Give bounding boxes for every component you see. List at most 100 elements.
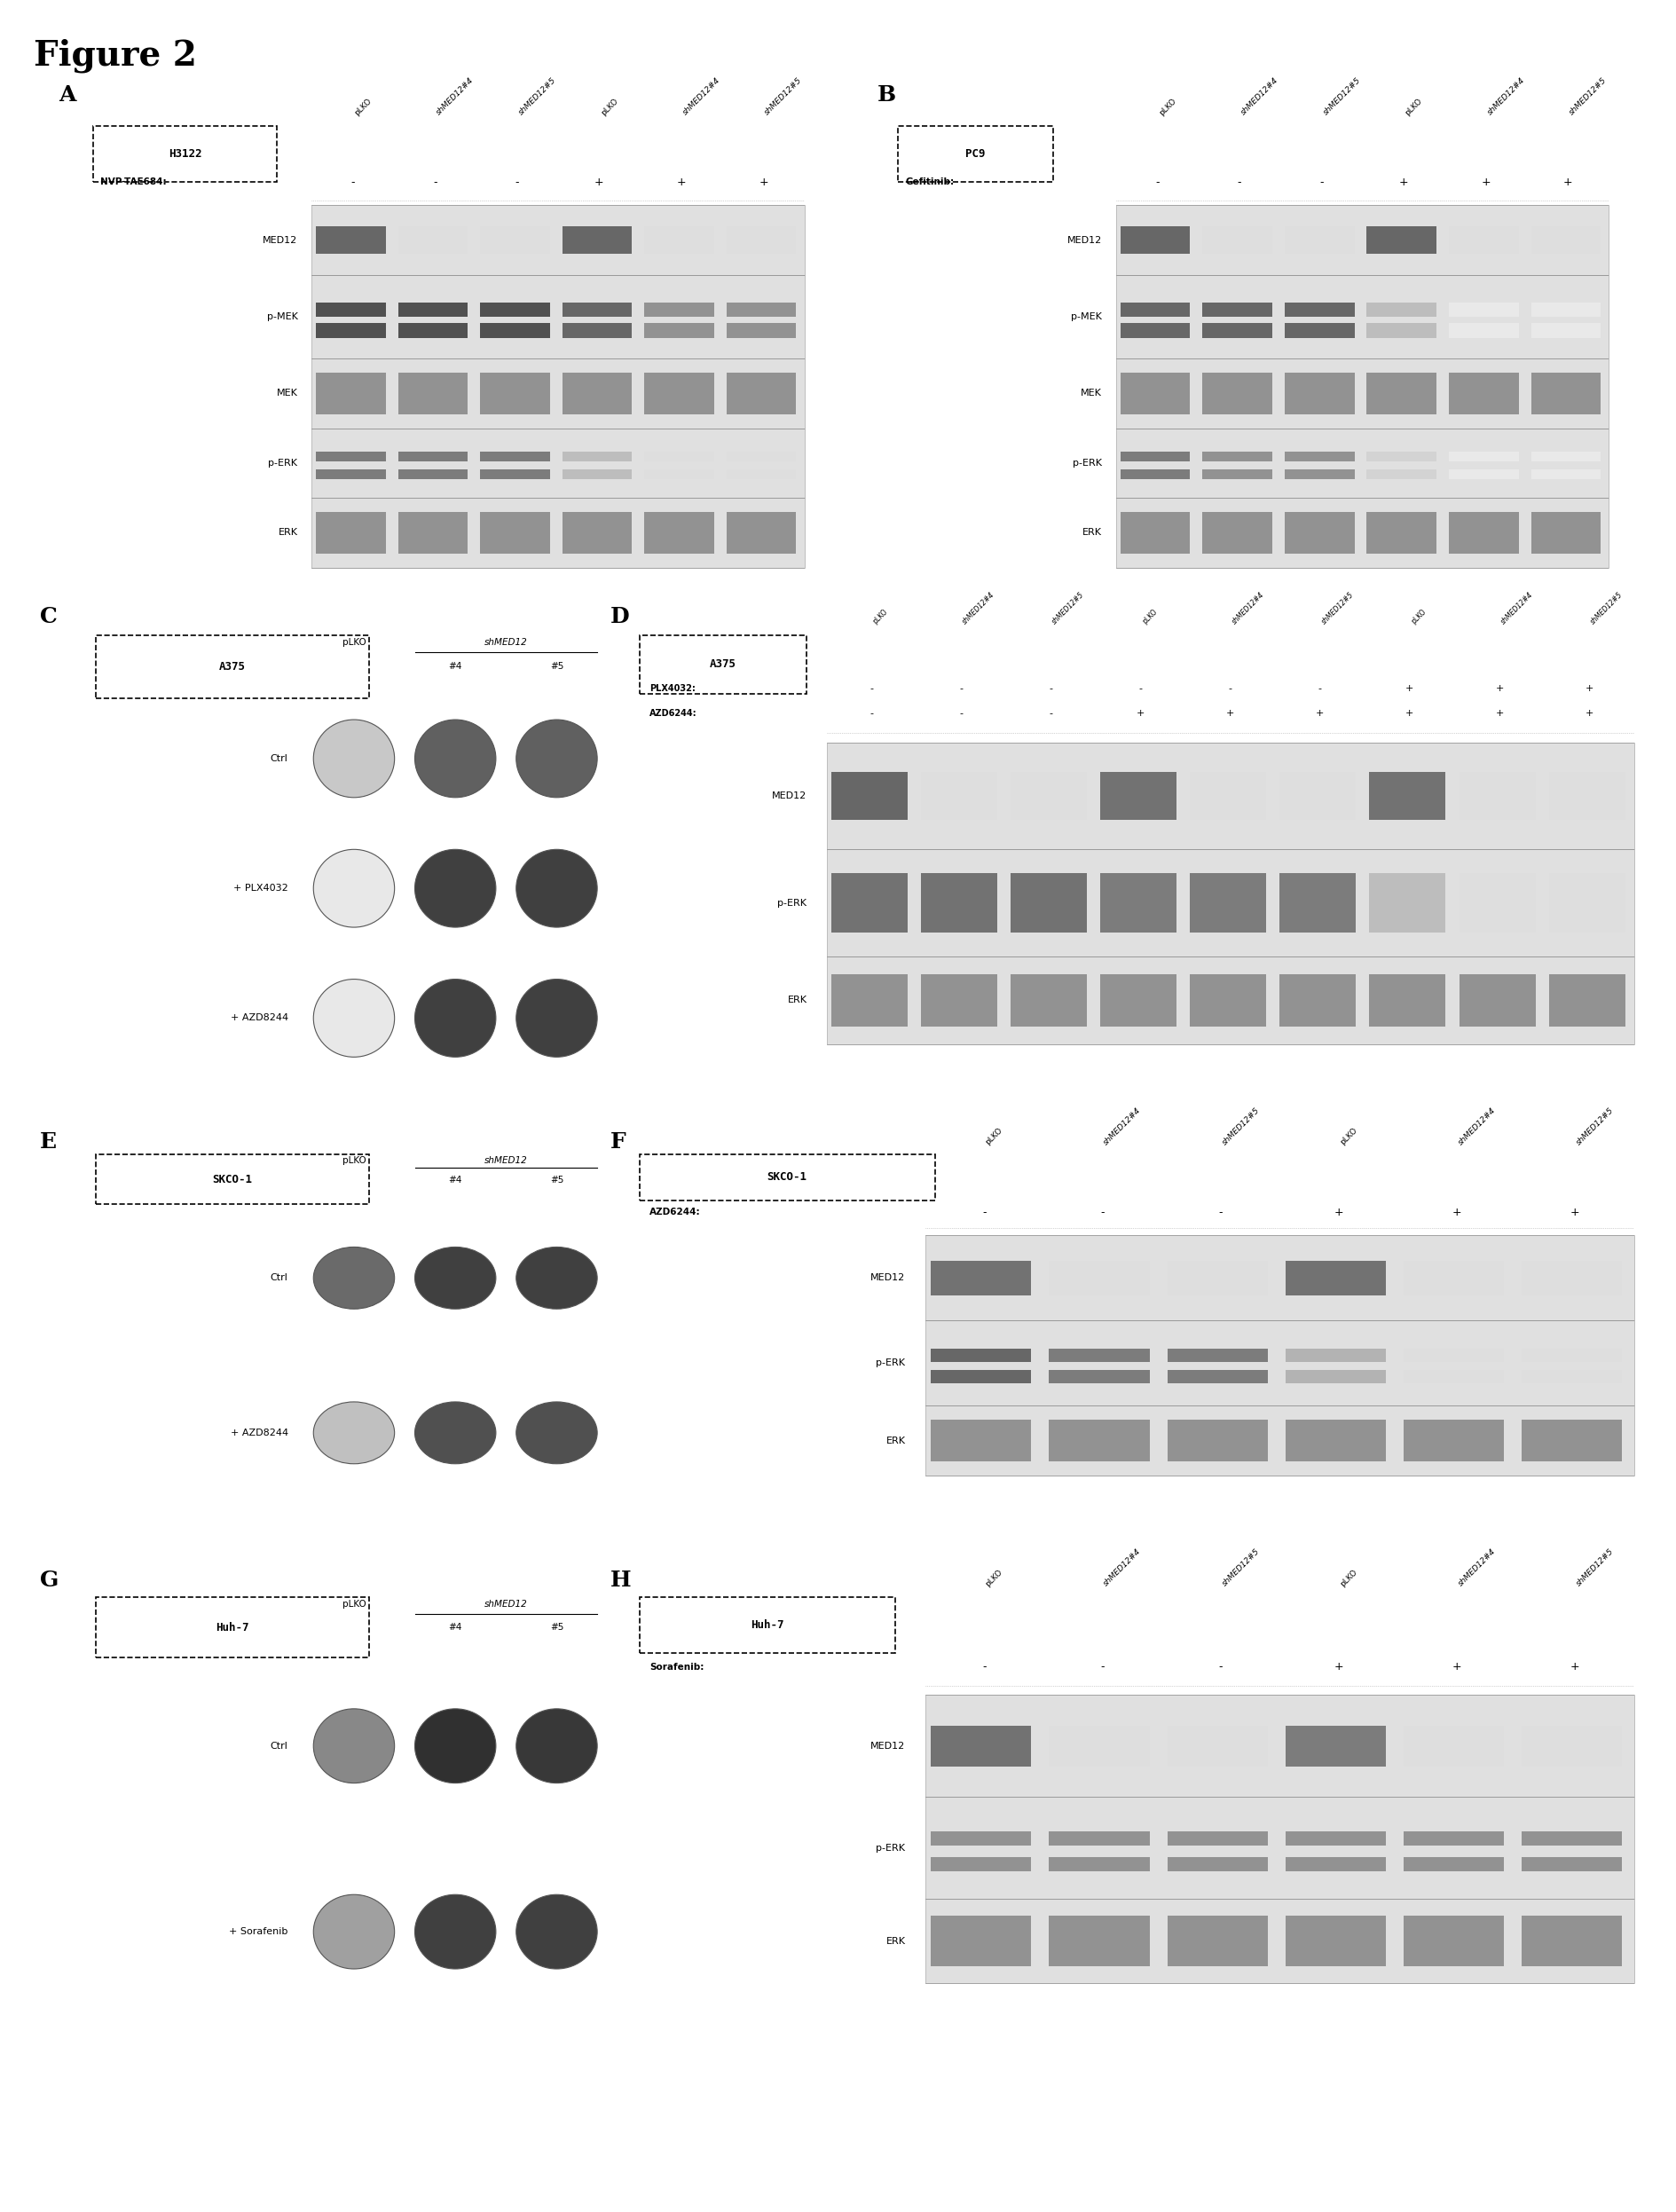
Text: pLKO: pLKO <box>600 97 620 117</box>
Text: shMED12#5: shMED12#5 <box>764 77 804 117</box>
Text: +: + <box>1334 1661 1344 1672</box>
Text: shMED12#5: shMED12#5 <box>1567 77 1609 117</box>
FancyBboxPatch shape <box>1549 772 1626 821</box>
Text: Huh-7: Huh-7 <box>216 1621 250 1632</box>
FancyBboxPatch shape <box>312 274 804 358</box>
Text: H3122: H3122 <box>168 148 201 159</box>
FancyBboxPatch shape <box>1099 874 1177 933</box>
FancyBboxPatch shape <box>925 1796 1634 1900</box>
FancyBboxPatch shape <box>1166 1261 1267 1294</box>
Circle shape <box>516 849 597 927</box>
FancyBboxPatch shape <box>96 1155 369 1206</box>
FancyBboxPatch shape <box>1285 1832 1386 1845</box>
Text: -: - <box>870 708 873 717</box>
FancyBboxPatch shape <box>1460 874 1535 933</box>
Text: pLKO: pLKO <box>342 637 365 646</box>
Text: pLKO: pLKO <box>1339 1126 1359 1146</box>
FancyBboxPatch shape <box>1011 874 1086 933</box>
FancyBboxPatch shape <box>1049 1725 1150 1767</box>
FancyBboxPatch shape <box>1202 511 1272 553</box>
Text: pLKO: pLKO <box>352 97 374 117</box>
FancyBboxPatch shape <box>1530 511 1601 553</box>
Text: shMED12#5: shMED12#5 <box>1575 1106 1616 1146</box>
FancyBboxPatch shape <box>1522 1420 1622 1462</box>
Text: +: + <box>1399 177 1408 188</box>
Text: Ctrl: Ctrl <box>270 1741 288 1750</box>
FancyBboxPatch shape <box>1284 323 1354 338</box>
Text: pLKO: pLKO <box>984 1568 1004 1588</box>
FancyBboxPatch shape <box>1049 1261 1150 1294</box>
FancyBboxPatch shape <box>1049 1916 1150 1966</box>
Circle shape <box>414 1893 496 1969</box>
Text: shMED12#4: shMED12#4 <box>1103 1106 1143 1146</box>
Text: PC9: PC9 <box>965 148 985 159</box>
FancyBboxPatch shape <box>397 372 468 414</box>
FancyBboxPatch shape <box>1166 1725 1267 1767</box>
Text: -: - <box>1049 708 1053 717</box>
Text: A375: A375 <box>711 659 736 670</box>
FancyBboxPatch shape <box>1116 498 1609 568</box>
FancyBboxPatch shape <box>1366 303 1436 316</box>
FancyBboxPatch shape <box>479 469 550 478</box>
Text: MEK: MEK <box>277 389 298 398</box>
FancyBboxPatch shape <box>1285 1916 1386 1966</box>
FancyBboxPatch shape <box>96 635 369 699</box>
FancyBboxPatch shape <box>479 372 550 414</box>
FancyBboxPatch shape <box>561 511 632 553</box>
Circle shape <box>414 849 496 927</box>
Text: +: + <box>595 177 603 188</box>
Circle shape <box>313 980 394 1057</box>
FancyBboxPatch shape <box>1285 1261 1386 1294</box>
FancyBboxPatch shape <box>561 226 632 254</box>
FancyBboxPatch shape <box>831 973 907 1026</box>
Text: pLKO: pLKO <box>342 1599 365 1608</box>
FancyBboxPatch shape <box>1099 973 1177 1026</box>
Circle shape <box>313 1402 394 1464</box>
Text: G: G <box>40 1571 59 1590</box>
Text: +: + <box>1585 684 1594 692</box>
FancyBboxPatch shape <box>640 1155 935 1201</box>
Text: -: - <box>1237 177 1242 188</box>
FancyBboxPatch shape <box>1404 1832 1503 1845</box>
FancyBboxPatch shape <box>930 1420 1031 1462</box>
FancyBboxPatch shape <box>1404 1349 1503 1363</box>
FancyBboxPatch shape <box>1448 323 1518 338</box>
FancyBboxPatch shape <box>1120 372 1190 414</box>
FancyBboxPatch shape <box>397 511 468 553</box>
Text: MED12: MED12 <box>870 1741 905 1750</box>
FancyBboxPatch shape <box>1404 1725 1503 1767</box>
Text: shMED12#4: shMED12#4 <box>1103 1548 1143 1588</box>
FancyBboxPatch shape <box>1448 372 1518 414</box>
FancyBboxPatch shape <box>1166 1856 1267 1871</box>
FancyBboxPatch shape <box>1116 429 1609 498</box>
Text: MEK: MEK <box>1081 389 1103 398</box>
FancyBboxPatch shape <box>312 498 804 568</box>
Text: shMED12: shMED12 <box>484 637 528 646</box>
FancyBboxPatch shape <box>1120 226 1190 254</box>
FancyBboxPatch shape <box>1460 973 1535 1026</box>
FancyBboxPatch shape <box>644 226 714 254</box>
FancyBboxPatch shape <box>1120 469 1190 478</box>
Circle shape <box>516 1402 597 1464</box>
Text: -: - <box>982 1661 985 1672</box>
Text: PLX4032:: PLX4032: <box>649 684 696 692</box>
FancyBboxPatch shape <box>644 451 714 462</box>
FancyBboxPatch shape <box>920 874 997 933</box>
FancyBboxPatch shape <box>1202 226 1272 254</box>
FancyBboxPatch shape <box>1202 323 1272 338</box>
Text: p-ERK: p-ERK <box>1073 458 1103 467</box>
FancyBboxPatch shape <box>1049 1349 1150 1363</box>
FancyBboxPatch shape <box>1530 303 1601 316</box>
FancyBboxPatch shape <box>1284 511 1354 553</box>
FancyBboxPatch shape <box>1522 1725 1622 1767</box>
FancyBboxPatch shape <box>930 1856 1031 1871</box>
Text: shMED12: shMED12 <box>484 1157 528 1166</box>
FancyBboxPatch shape <box>1166 1916 1267 1966</box>
FancyBboxPatch shape <box>1448 226 1518 254</box>
Text: A375: A375 <box>220 661 246 672</box>
Circle shape <box>414 1708 496 1783</box>
FancyBboxPatch shape <box>644 323 714 338</box>
FancyBboxPatch shape <box>1366 226 1436 254</box>
Text: -: - <box>432 177 437 188</box>
FancyBboxPatch shape <box>726 451 796 462</box>
